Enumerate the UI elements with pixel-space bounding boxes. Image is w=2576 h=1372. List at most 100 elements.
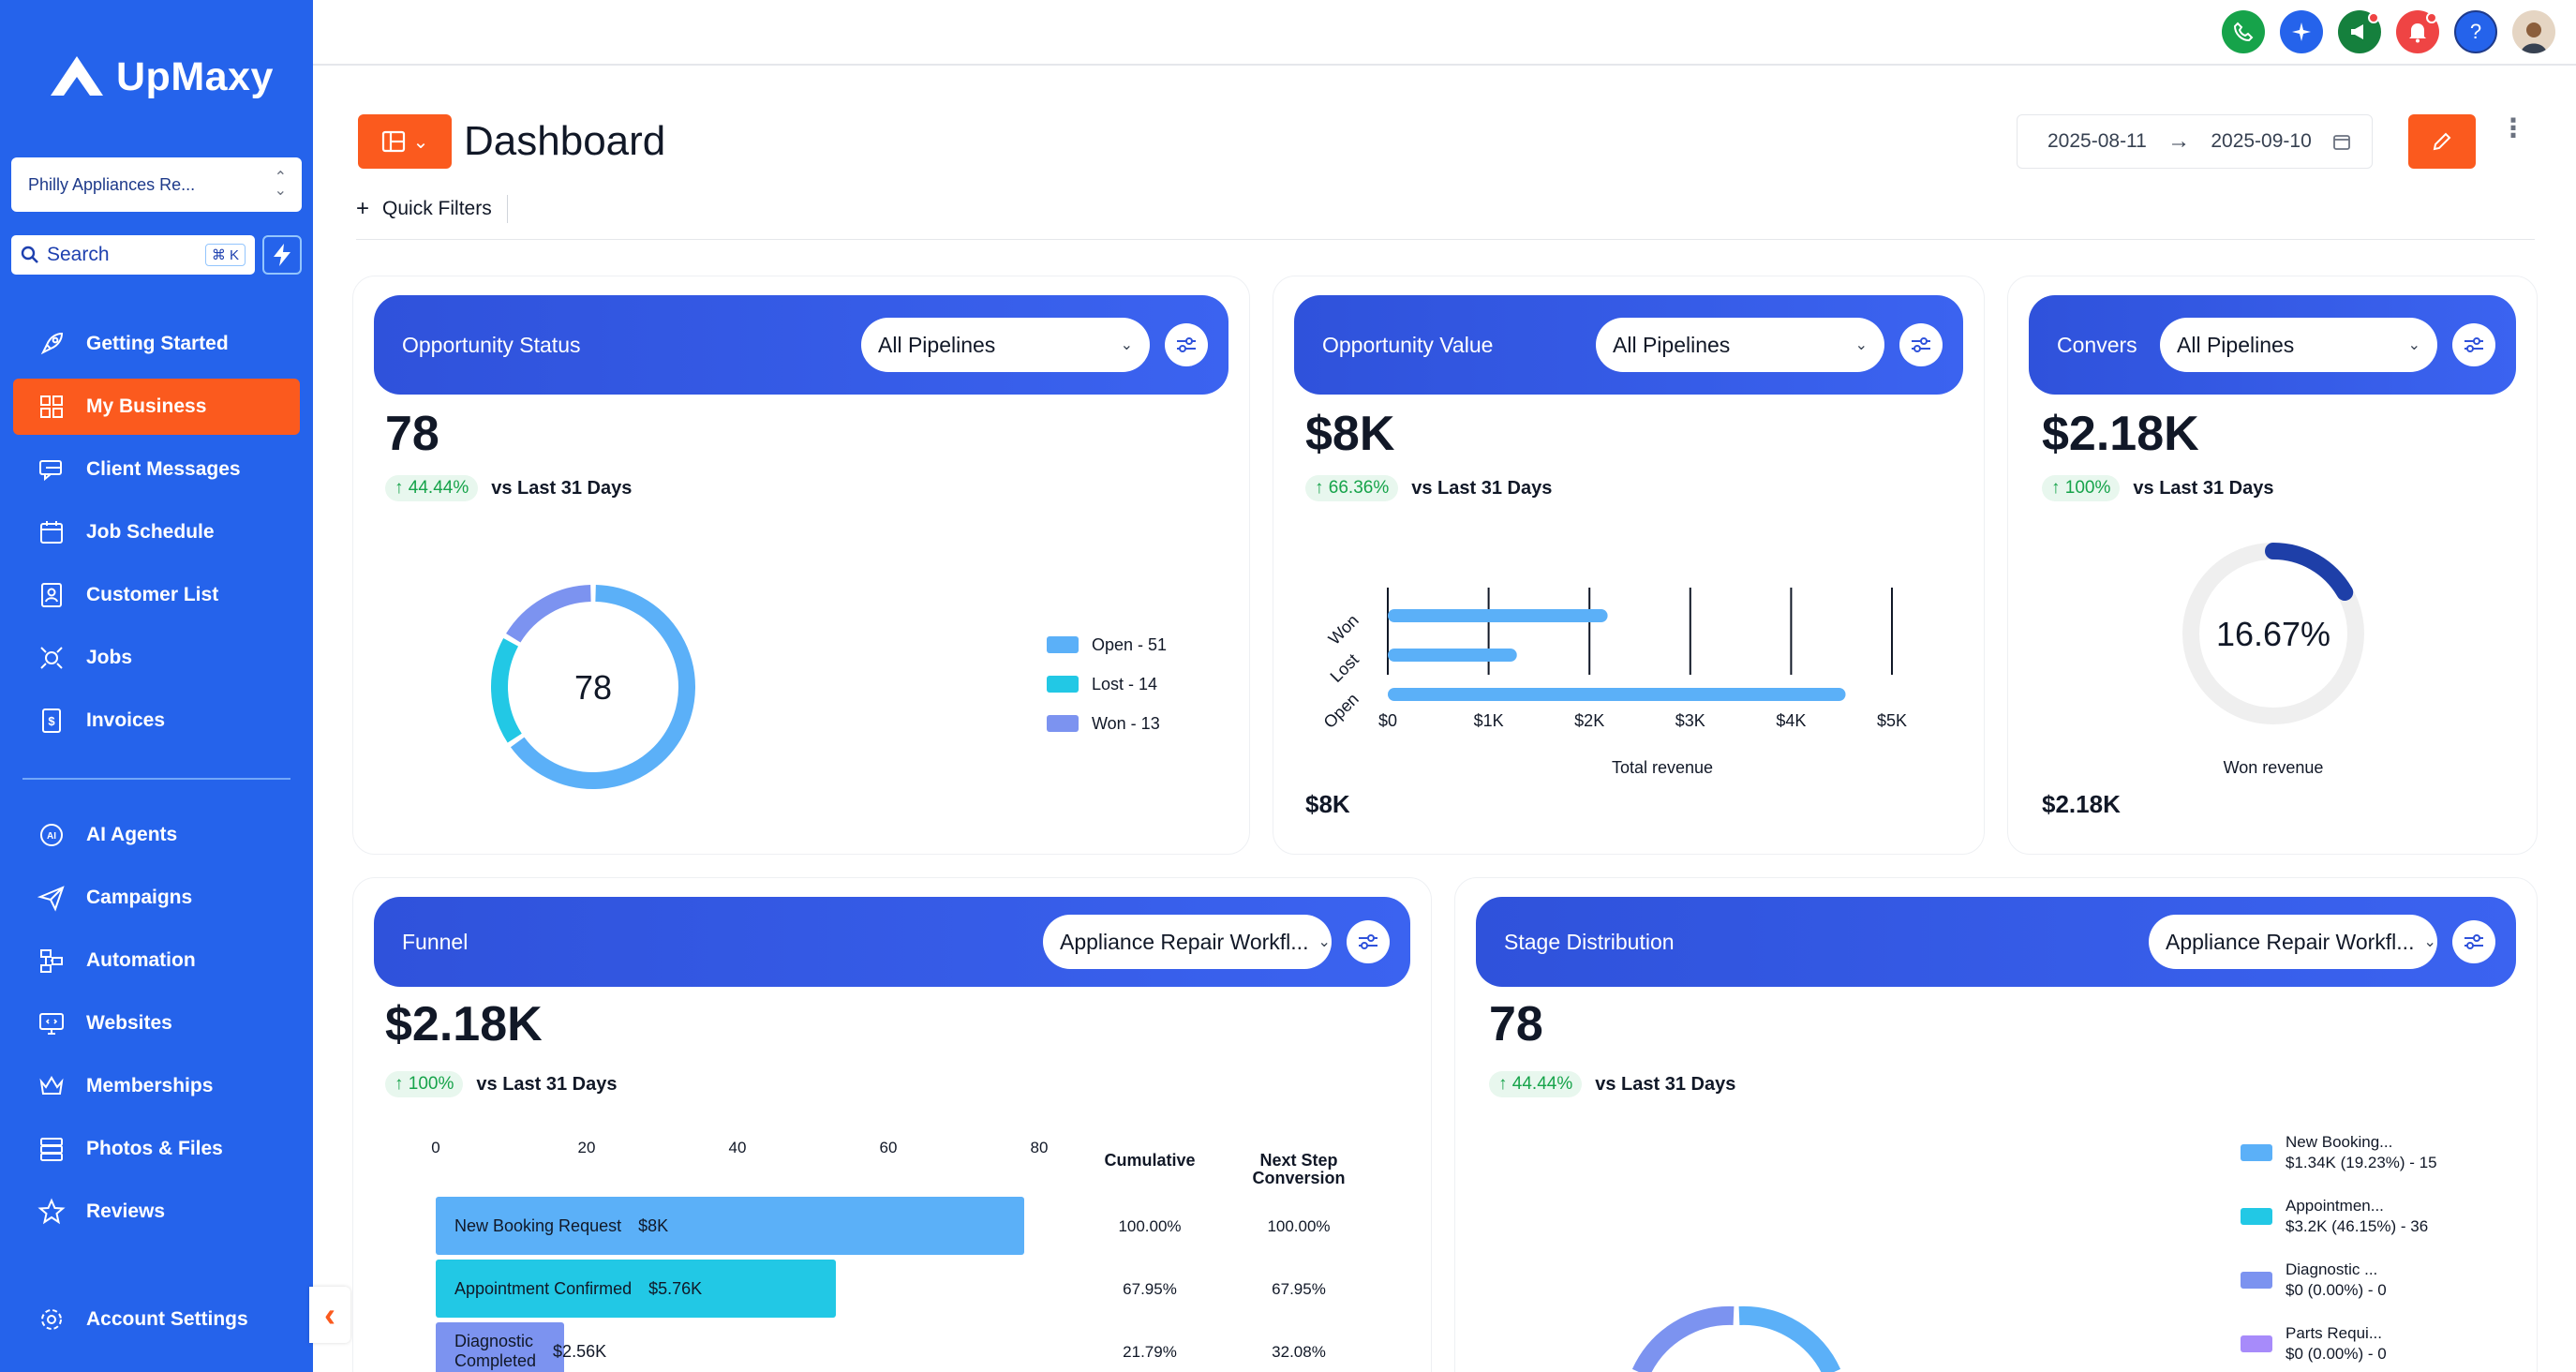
card-filter-button[interactable] <box>2452 920 2495 963</box>
pipeline-select-value: All Pipelines <box>878 332 996 357</box>
bar[interactable] <box>1388 688 1846 701</box>
delta-badge: ↑ 44.44% <box>1489 1071 1583 1097</box>
sidebar-item-invoices[interactable]: $ Invoices <box>13 693 300 749</box>
ai-assistant-button[interactable] <box>2280 10 2323 53</box>
dashboard-layout-button[interactable]: ⌄ <box>358 114 452 169</box>
card-filter-button[interactable] <box>1165 323 1208 366</box>
search-input[interactable]: Search ⌘ K <box>11 235 255 275</box>
delta-badge: ↑ 44.44% <box>385 475 479 501</box>
sidebar-item-photos-files[interactable]: Photos & Files <box>13 1121 300 1177</box>
card-filter-button[interactable] <box>1347 920 1390 963</box>
arrow-up-icon: ↑ <box>1315 478 1329 498</box>
x-tick-label: $2K <box>1574 711 1604 730</box>
x-tick-label: $3K <box>1675 711 1705 730</box>
pipeline-select[interactable]: All Pipelines ⌄ <box>1596 318 1884 372</box>
brand-logo[interactable]: UpMaxy <box>47 49 274 105</box>
y-category-label: Lost <box>1327 650 1362 686</box>
date-end[interactable]: 2025-09-10 <box>2211 130 2312 152</box>
sidebar-item-label: Campaigns <box>86 887 193 908</box>
pipeline-select[interactable]: Appliance Repair Workfl... ⌄ <box>1043 915 1332 969</box>
notification-dot <box>2426 12 2437 23</box>
legend-item[interactable]: Appointmen... $3.2K (46.15%) - 36 <box>2241 1197 2437 1238</box>
sidebar-item-memberships[interactable]: Memberships <box>13 1058 300 1114</box>
search-icon <box>21 246 38 263</box>
metric-delta: ↑ 66.36% vs Last 31 Days <box>1305 475 1552 501</box>
sidebar-item-customer-list[interactable]: Customer List <box>13 567 300 623</box>
edit-dashboard-button[interactable] <box>2408 114 2476 169</box>
bar[interactable] <box>1388 649 1517 662</box>
user-avatar[interactable] <box>2512 10 2555 53</box>
paper-plane-icon <box>37 884 66 912</box>
funnel-bar[interactable]: Appointment Confirmed $5.76K <box>436 1260 836 1318</box>
legend-item[interactable]: New Booking... $1.34K (19.23%) - 15 <box>2241 1133 2437 1174</box>
delta-value: 100% <box>408 1074 454 1094</box>
card-filter-button[interactable] <box>1899 323 1943 366</box>
sidebar-item-automation[interactable]: Automation <box>13 932 300 989</box>
help-icon: ? <box>2469 20 2482 43</box>
date-start[interactable]: 2025-08-11 <box>2047 130 2147 152</box>
notification-dot <box>2368 12 2379 23</box>
sidebar-item-job-schedule[interactable]: Job Schedule <box>13 504 300 560</box>
more-options-button[interactable]: ⋮ <box>2500 114 2526 142</box>
x-tick-label: $1K <box>1474 711 1504 730</box>
donut-segment[interactable] <box>491 637 522 743</box>
funnel-bar[interactable]: Diagnostic Completed $2.56K <box>436 1322 606 1372</box>
x-tick-label: $5K <box>1877 711 1907 730</box>
legend-item[interactable]: Diagnostic ... $0 (0.00%) - 0 <box>2241 1260 2437 1302</box>
legend-item[interactable]: Parts Requi... $0 (0.00%) - 0 <box>2241 1324 2437 1365</box>
legend-item-lost[interactable]: Lost - 14 <box>1047 664 1167 704</box>
sidebar-item-client-messages[interactable]: Client Messages <box>13 441 300 498</box>
collapse-sidebar-button[interactable]: ‹ <box>309 1287 350 1343</box>
date-range-picker[interactable]: 2025-08-11 → 2025-09-10 <box>2017 114 2373 169</box>
notifications-button[interactable] <box>2396 10 2439 53</box>
sidebar-item-reviews[interactable]: Reviews <box>13 1184 300 1240</box>
legend-detail: $0 (0.00%) - 0 <box>2286 1281 2387 1299</box>
sidebar-item-label: Reviews <box>86 1200 166 1222</box>
arrow-right-icon: → <box>2167 128 2191 154</box>
bar[interactable] <box>1388 609 1608 622</box>
donut-segment[interactable] <box>1738 1305 1841 1372</box>
arrow-up-icon: ↑ <box>1498 1074 1512 1094</box>
funnel-bar[interactable]: New Booking Request $8K <box>436 1197 1024 1255</box>
donut-segment[interactable] <box>510 585 695 789</box>
sliders-icon <box>2464 934 2483 949</box>
donut-segment[interactable] <box>506 585 591 643</box>
col-header-cumulative: Cumulative <box>1104 1151 1196 1170</box>
pipeline-select[interactable]: Appliance Repair Workfl... ⌄ <box>2149 915 2437 969</box>
stage-legend: New Booking... $1.34K (19.23%) - 15 Appoi… <box>2241 1133 2437 1372</box>
sidebar-item-ai-agents[interactable]: AI AI Agents <box>13 807 300 863</box>
sidebar-item-websites[interactable]: Websites <box>13 995 300 1051</box>
quick-actions-button[interactable] <box>262 235 302 275</box>
donut-segment[interactable] <box>1631 1305 1735 1372</box>
x-tick-label: 0 <box>431 1139 440 1156</box>
card-filter-button[interactable] <box>2452 323 2495 366</box>
pipeline-select[interactable]: All Pipelines ⌄ <box>2160 318 2437 372</box>
sidebar-item-campaigns[interactable]: Campaigns <box>13 870 300 926</box>
sidebar-item-my-business[interactable]: My Business <box>13 379 300 435</box>
y-category-label: Open <box>1320 690 1362 732</box>
gauge-label: Won revenue <box>2223 758 2324 777</box>
calendar-icon <box>2333 135 2350 150</box>
gauge-fill[interactable] <box>2265 543 2354 602</box>
legend-swatch <box>2241 1335 2272 1352</box>
topbar: ? <box>313 0 2576 66</box>
sidebar-item-jobs[interactable]: Jobs <box>13 630 300 686</box>
quick-filters-button[interactable]: + Quick Filters <box>356 195 508 223</box>
cumulative-value: 21.79% <box>1123 1343 1177 1361</box>
funnel-stage-label: New Booking Request <box>454 1215 622 1235</box>
legend-item-open[interactable]: Open - 51 <box>1047 625 1167 664</box>
announcements-button[interactable] <box>2338 10 2381 53</box>
pipeline-select[interactable]: All Pipelines ⌄ <box>861 318 1150 372</box>
card-header: Opportunity Status All Pipelines ⌄ <box>374 295 1228 395</box>
sidebar-item-account-settings[interactable]: Account Settings <box>13 1291 300 1348</box>
account-switcher[interactable]: Philly Appliances Re... ⌃ ⌄ <box>11 157 302 212</box>
sidebar-item-getting-started[interactable]: Getting Started <box>13 316 300 372</box>
legend-swatch <box>1047 715 1079 732</box>
phone-button[interactable] <box>2222 10 2265 53</box>
funnel-stage-amount: $2.56K <box>553 1341 607 1361</box>
card-header: Stage Distribution Appliance Repair Work… <box>1476 897 2516 987</box>
help-button[interactable]: ? <box>2454 10 2497 53</box>
secondary-nav: AI AI Agents Campaigns Automation Websit… <box>13 807 300 1246</box>
next-step-value: 100.00% <box>1267 1217 1331 1235</box>
legend-item-won[interactable]: Won - 13 <box>1047 704 1167 743</box>
